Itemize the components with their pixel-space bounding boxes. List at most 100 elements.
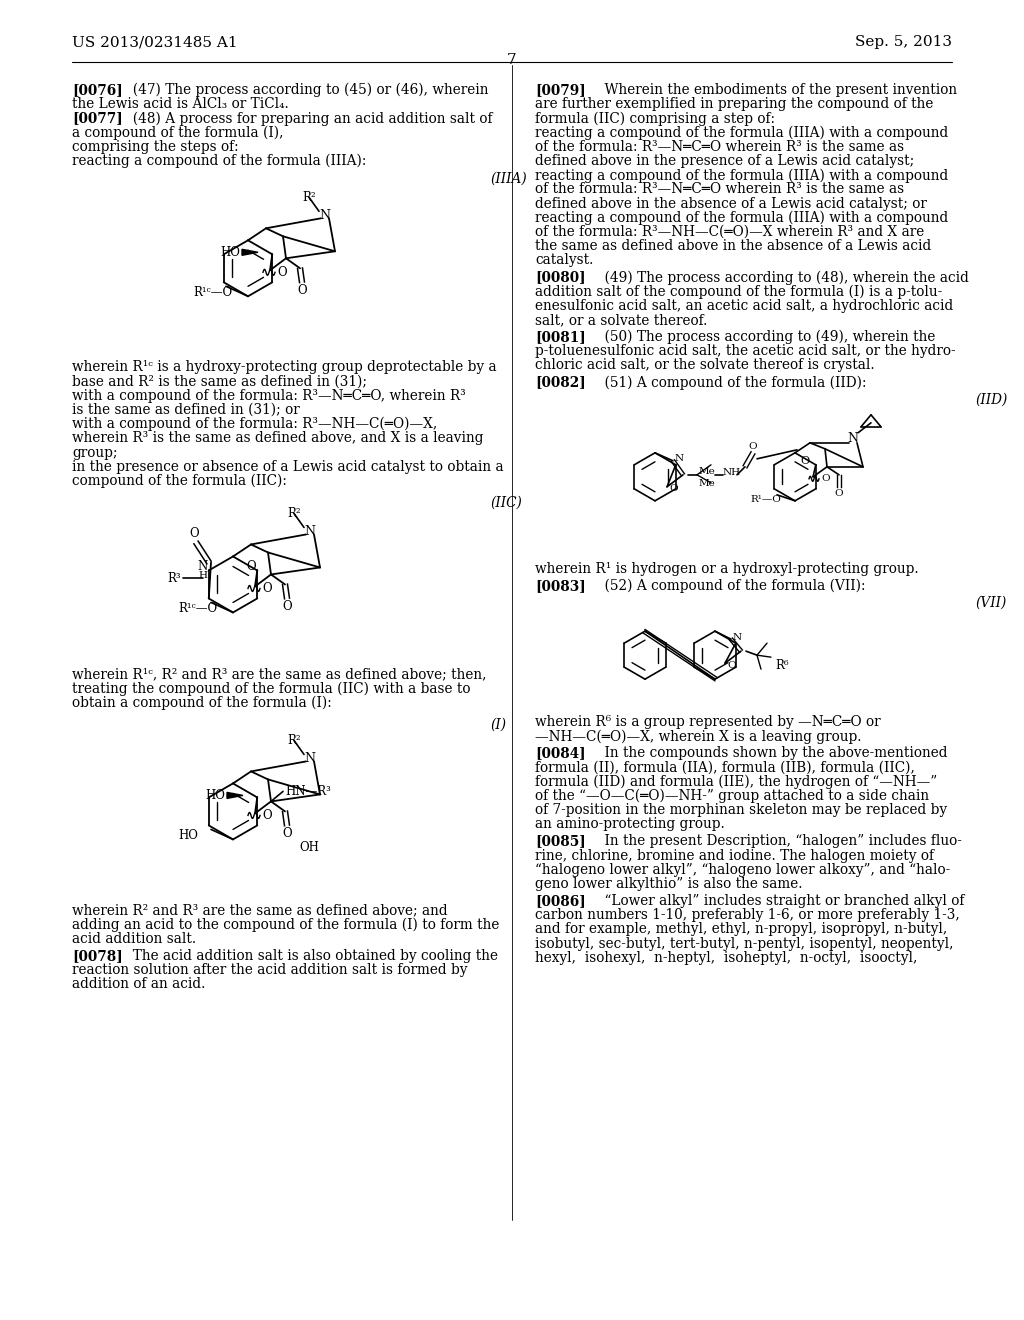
Polygon shape: [242, 249, 258, 255]
Text: reacting a compound of the formula (IIIA) with a compound: reacting a compound of the formula (IIIA…: [535, 125, 948, 140]
Text: N: N: [848, 433, 858, 445]
Text: HN—R³: HN—R³: [285, 785, 331, 797]
Text: Me: Me: [699, 467, 716, 475]
Text: [0085]: [0085]: [535, 834, 586, 849]
Text: addition of an acid.: addition of an acid.: [72, 977, 206, 991]
Text: O: O: [749, 442, 758, 451]
Text: [0084]: [0084]: [535, 746, 586, 760]
Text: [0079]: [0079]: [535, 83, 586, 96]
Text: of the formula: R³—NH—C(═O)—X wherein R³ and X are: of the formula: R³—NH—C(═O)—X wherein R³…: [535, 224, 925, 239]
Text: (VII): (VII): [975, 597, 1007, 610]
Text: adding an acid to the compound of the formula (I) to form the: adding an acid to the compound of the fo…: [72, 917, 500, 932]
Text: (I): (I): [490, 718, 506, 731]
Text: salt, or a solvate thereof.: salt, or a solvate thereof.: [535, 313, 708, 327]
Text: and for example, methyl, ethyl, n-propyl, isopropyl, n-butyl,: and for example, methyl, ethyl, n-propyl…: [535, 923, 947, 936]
Text: addition salt of the compound of the formula (I) is a p-tolu-: addition salt of the compound of the for…: [535, 285, 942, 300]
Text: obtain a compound of the formula (I):: obtain a compound of the formula (I):: [72, 696, 332, 710]
Text: wherein R³ is the same as defined above, and X is a leaving: wherein R³ is the same as defined above,…: [72, 432, 483, 445]
Text: N: N: [319, 209, 331, 222]
Text: enesulfonic acid salt, an acetic acid salt, a hydrochloric acid: enesulfonic acid salt, an acetic acid sa…: [535, 298, 953, 313]
Text: O: O: [801, 455, 810, 466]
Text: Me: Me: [699, 479, 716, 488]
Text: the Lewis acid is AlCl₃ or TiCl₄.: the Lewis acid is AlCl₃ or TiCl₄.: [72, 98, 289, 111]
Text: R¹ᶜ—O: R¹ᶜ—O: [193, 286, 232, 300]
Text: [0083]: [0083]: [535, 579, 586, 593]
Text: catalyst.: catalyst.: [535, 253, 593, 268]
Text: N: N: [675, 454, 684, 463]
Text: [0078]: [0078]: [72, 949, 123, 962]
Text: compound of the formula (IIC):: compound of the formula (IIC):: [72, 474, 287, 488]
Text: —NH—C(═O)—X, wherein X is a leaving group.: —NH—C(═O)—X, wherein X is a leaving grou…: [535, 730, 861, 743]
Text: In the present Description, “halogen” includes fluo-: In the present Description, “halogen” in…: [587, 834, 962, 849]
Text: defined above in the absence of a Lewis acid catalyst; or: defined above in the absence of a Lewis …: [535, 197, 927, 211]
Text: O: O: [189, 528, 199, 540]
Text: O: O: [246, 560, 256, 573]
Text: N: N: [304, 752, 315, 764]
Text: acid addition salt.: acid addition salt.: [72, 932, 197, 946]
Text: of 7-position in the morphinan skeleton may be replaced by: of 7-position in the morphinan skeleton …: [535, 803, 947, 817]
Text: with a compound of the formula: R³—N═C═O, wherein R³: with a compound of the formula: R³—N═C═O…: [72, 388, 466, 403]
Text: chloric acid salt, or the solvate thereof is crystal.: chloric acid salt, or the solvate thereo…: [535, 359, 874, 372]
Text: an amino-protecting group.: an amino-protecting group.: [535, 817, 725, 832]
Text: formula (II), formula (IIA), formula (IIB), formula (IIC),: formula (II), formula (IIA), formula (II…: [535, 760, 914, 775]
Text: [0082]: [0082]: [535, 375, 586, 389]
Text: (50) The process according to (49), wherein the: (50) The process according to (49), wher…: [587, 330, 935, 345]
Text: R³: R³: [167, 572, 181, 585]
Text: [0080]: [0080]: [535, 271, 586, 284]
Text: base and R² is the same as defined in (31);: base and R² is the same as defined in (3…: [72, 375, 367, 388]
Text: geno lower alkylthio” is also the same.: geno lower alkylthio” is also the same.: [535, 876, 803, 891]
Text: isobutyl, sec-butyl, tert-butyl, n-pentyl, isopentyl, neopentyl,: isobutyl, sec-butyl, tert-butyl, n-penty…: [535, 937, 953, 950]
Text: O: O: [262, 809, 271, 822]
Text: 7: 7: [507, 53, 517, 67]
Text: wherein R¹ᶜ, R² and R³ are the same as defined above; then,: wherein R¹ᶜ, R² and R³ are the same as d…: [72, 668, 486, 681]
Text: H: H: [199, 572, 208, 579]
Text: HO: HO: [220, 246, 240, 259]
Text: [0076]: [0076]: [72, 83, 123, 96]
Text: formula (IIC) comprising a step of:: formula (IIC) comprising a step of:: [535, 111, 775, 125]
Text: formula (IID) and formula (IIE), the hydrogen of “—NH—”: formula (IID) and formula (IIE), the hyd…: [535, 775, 937, 789]
Text: R²: R²: [302, 191, 315, 205]
Text: O: O: [835, 488, 844, 498]
Text: R¹—O: R¹—O: [750, 495, 781, 504]
Text: R²: R²: [287, 734, 301, 747]
Text: (51) A compound of the formula (IID):: (51) A compound of the formula (IID):: [587, 375, 866, 389]
Text: reacting a compound of the formula (IIIA):: reacting a compound of the formula (IIIA…: [72, 154, 367, 169]
Text: O: O: [278, 265, 287, 279]
Text: “halogeno lower alkyl”, “halogeno lower alkoxy”, and “halo-: “halogeno lower alkyl”, “halogeno lower …: [535, 863, 950, 876]
Text: O: O: [669, 484, 678, 494]
Text: wherein R¹ᶜ is a hydroxy-protecting group deprotectable by a: wherein R¹ᶜ is a hydroxy-protecting grou…: [72, 360, 497, 375]
Text: [0077]: [0077]: [72, 111, 123, 125]
Text: [0081]: [0081]: [535, 330, 586, 345]
Text: O: O: [283, 601, 292, 614]
Text: Sep. 5, 2013: Sep. 5, 2013: [855, 36, 952, 49]
Text: (49) The process according to (48), wherein the acid: (49) The process according to (48), wher…: [587, 271, 969, 285]
Text: in the presence or absence of a Lewis acid catalyst to obtain a: in the presence or absence of a Lewis ac…: [72, 459, 504, 474]
Text: reacting a compound of the formula (IIIA) with a compound: reacting a compound of the formula (IIIA…: [535, 168, 948, 182]
Text: carbon numbers 1-10, preferably 1-6, or more preferably 1-3,: carbon numbers 1-10, preferably 1-6, or …: [535, 908, 959, 923]
Text: OH: OH: [299, 841, 318, 854]
Text: R¹ᶜ—O: R¹ᶜ—O: [178, 602, 217, 615]
Text: the same as defined above in the absence of a Lewis acid: the same as defined above in the absence…: [535, 239, 931, 253]
Text: [0086]: [0086]: [535, 894, 586, 908]
Text: is the same as defined in (31); or: is the same as defined in (31); or: [72, 403, 300, 417]
Text: O: O: [727, 661, 735, 669]
Text: R²: R²: [287, 507, 301, 520]
Text: reacting a compound of the formula (IIIA) with a compound: reacting a compound of the formula (IIIA…: [535, 211, 948, 226]
Text: R⁶: R⁶: [775, 659, 788, 672]
Text: of the formula: R³—N═C═O wherein R³ is the same as: of the formula: R³—N═C═O wherein R³ is t…: [535, 140, 904, 154]
Text: (IID): (IID): [975, 393, 1008, 407]
Text: defined above in the presence of a Lewis acid catalyst;: defined above in the presence of a Lewis…: [535, 154, 914, 168]
Text: reaction solution after the acid addition salt is formed by: reaction solution after the acid additio…: [72, 964, 468, 977]
Polygon shape: [227, 792, 243, 799]
Text: HO: HO: [205, 789, 225, 803]
Text: group;: group;: [72, 446, 118, 459]
Text: a compound of the formula (I),: a compound of the formula (I),: [72, 125, 284, 140]
Text: O: O: [297, 284, 307, 297]
Text: (IIC): (IIC): [490, 495, 522, 510]
Text: wherein R² and R³ are the same as defined above; and: wherein R² and R³ are the same as define…: [72, 903, 447, 917]
Text: O: O: [821, 474, 829, 483]
Text: N: N: [198, 560, 208, 573]
Text: (47) The process according to (45) or (46), wherein: (47) The process according to (45) or (4…: [124, 83, 488, 98]
Text: O: O: [283, 828, 292, 841]
Text: O: O: [262, 582, 271, 595]
